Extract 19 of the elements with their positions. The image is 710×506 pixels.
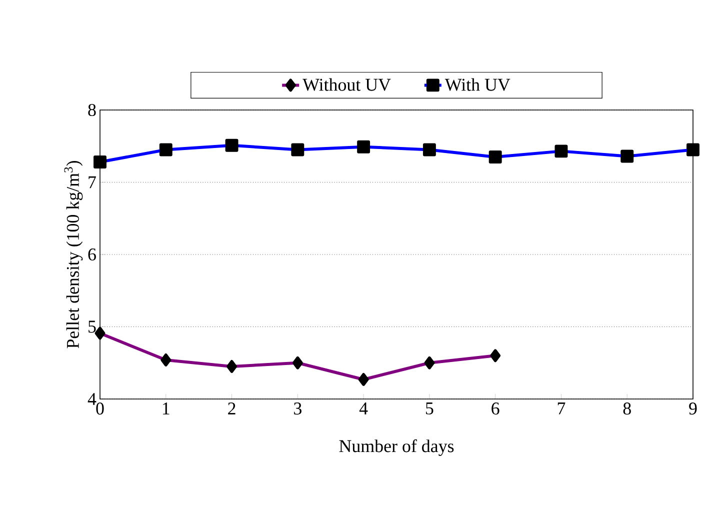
x-tick-label: 7 — [558, 402, 566, 414]
x-tick-label: 6 — [492, 402, 500, 415]
legend-label: With UV — [444, 78, 510, 91]
x-tick-label: 2 — [228, 402, 236, 414]
x-tick-label: 5 — [426, 402, 434, 414]
x-tick-label: 0 — [96, 402, 104, 415]
y-tick-label: 5 — [88, 320, 96, 333]
y-tick-label: 4 — [88, 393, 96, 405]
x-tick-label: 9 — [689, 402, 697, 415]
x-tick-label: 1 — [162, 402, 170, 414]
y-tick-label: 8 — [88, 104, 96, 116]
y-axis-title: Pellet density (100 kg/m$^{3}$) — [64, 161, 83, 348]
x-axis-title: Number of days — [339, 439, 454, 456]
y-tick-label: 7 — [88, 176, 96, 188]
y-tick-label: 6 — [88, 248, 96, 261]
x-tick-label: 8 — [623, 402, 631, 415]
x-tick-label: 3 — [294, 402, 302, 415]
x-tick-label: 4 — [359, 402, 368, 414]
legend-label: Without UV — [302, 78, 391, 91]
